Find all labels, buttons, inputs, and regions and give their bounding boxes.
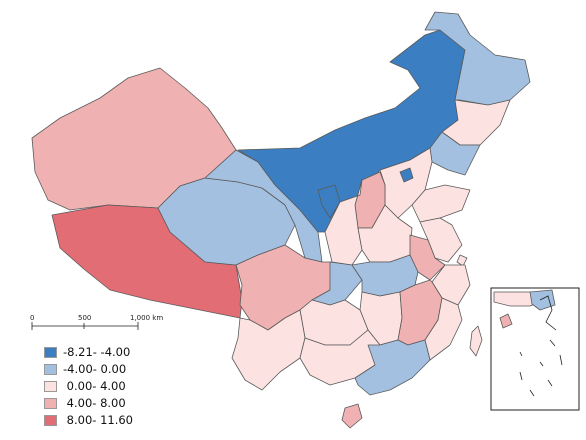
region-guangdong xyxy=(354,339,431,396)
legend-swatch xyxy=(44,397,57,409)
legend-swatch xyxy=(44,363,57,375)
region-hainan xyxy=(341,403,363,429)
legend-item: -8.21- -4.00 xyxy=(44,344,133,360)
region-heilongjiang xyxy=(424,11,531,106)
legend-swatch xyxy=(44,380,57,392)
region-ningxia xyxy=(317,184,341,219)
region-liaoning xyxy=(429,131,481,176)
region-taiwan xyxy=(469,325,483,357)
legend-swatch xyxy=(44,346,57,358)
legend: -8.21- -4.00 -4.00- 0.00 0.00- 4.00 4.00-… xyxy=(44,344,133,429)
scale-bar: 0 500 1,000 km xyxy=(30,314,163,330)
region-shanghai xyxy=(456,254,468,267)
legend-label: 0.00- 4.00 xyxy=(63,379,126,393)
scale-tick-1000km: 1,000 km xyxy=(130,314,163,322)
legend-item: 4.00- 8.00 xyxy=(44,395,133,411)
region-beijing xyxy=(399,167,414,183)
legend-label: 4.00- 8.00 xyxy=(63,396,126,410)
scale-tick-0: 0 xyxy=(30,314,34,322)
south-china-sea-inset xyxy=(490,287,580,411)
scale-tick-500: 500 xyxy=(78,314,91,322)
legend-item: 8.00- 11.60 xyxy=(44,412,133,428)
legend-item: 0.00- 4.00 xyxy=(44,378,133,394)
legend-label: 8.00- 11.60 xyxy=(63,413,133,427)
legend-item: -4.00- 0.00 xyxy=(44,361,133,377)
legend-swatch xyxy=(44,414,57,426)
legend-label: -4.00- 0.00 xyxy=(63,362,127,376)
region-fujian xyxy=(424,297,463,361)
legend-label: -8.21- -4.00 xyxy=(63,345,131,359)
